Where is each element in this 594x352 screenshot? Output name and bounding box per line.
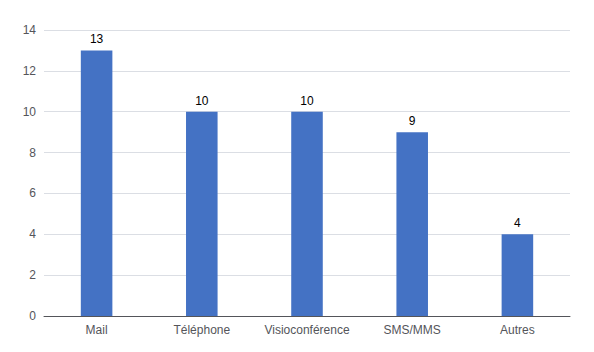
svg-text:SMS/MMS: SMS/MMS (384, 323, 441, 337)
svg-text:12: 12 (23, 64, 37, 78)
svg-text:10: 10 (195, 94, 209, 108)
svg-text:Mail: Mail (86, 323, 108, 337)
svg-text:6: 6 (29, 186, 36, 200)
svg-text:10: 10 (300, 94, 314, 108)
svg-text:Téléphone: Téléphone (173, 323, 230, 337)
svg-text:8: 8 (29, 146, 36, 160)
svg-text:9: 9 (409, 114, 416, 128)
svg-text:4: 4 (29, 227, 36, 241)
svg-text:4: 4 (514, 216, 521, 230)
svg-text:2: 2 (29, 268, 36, 282)
svg-text:14: 14 (23, 23, 37, 37)
svg-text:10: 10 (23, 105, 37, 119)
svg-text:Visioconférence: Visioconférence (264, 323, 349, 337)
svg-text:0: 0 (29, 309, 36, 323)
svg-text:13: 13 (90, 32, 104, 46)
svg-text:Autres: Autres (500, 323, 535, 337)
